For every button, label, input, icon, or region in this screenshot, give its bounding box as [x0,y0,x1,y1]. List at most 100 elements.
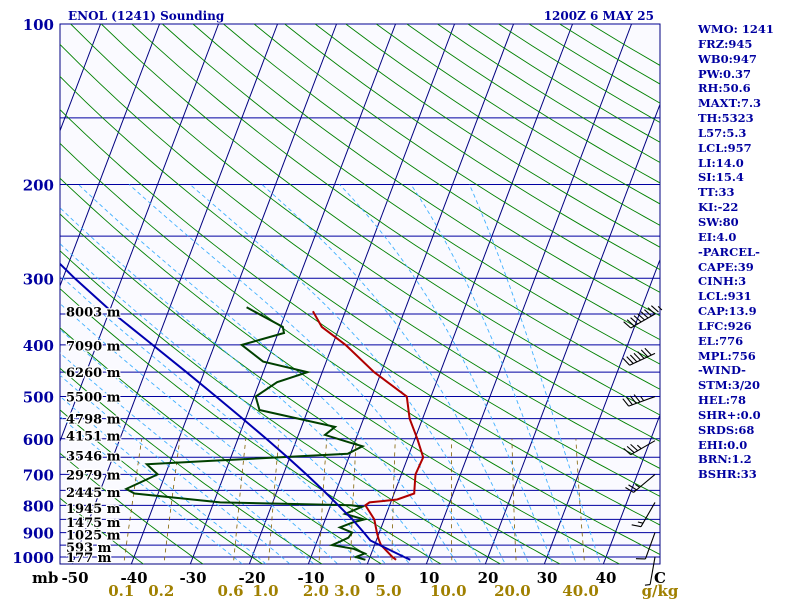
isotherm-line [60,24,102,133]
index-item: CAP:13.9 [698,304,757,319]
wind-barb [625,474,656,493]
isotherm-line [0,24,42,568]
index-item: MPL:756 [698,348,756,363]
height-label: 177 m [66,551,112,566]
temperature-tick-label: -10 [297,569,324,587]
mixing-ratio-tick-label: 0.1 [108,582,134,600]
index-item: PW:0.37 [698,66,752,81]
mixing-ratio-tick-label: 0.2 [148,582,174,600]
height-label: 1945 m [66,502,121,517]
mixing-ratio-tick-label: 0.6 [218,582,244,600]
wind-barb [644,556,656,586]
height-label: 5500 m [66,391,121,406]
wind-barb [622,347,656,366]
index-item: RH:50.6 [698,81,751,96]
pressure-tick-label: 400 [23,337,54,355]
mixing-ratio-line [232,438,247,564]
index-item: -PARCEL- [698,244,760,259]
height-label: 4798 m [66,413,121,428]
height-label: 8003 m [66,305,121,320]
moist-adiabat [60,415,244,564]
isotherm-line [366,24,574,564]
pressure-tick-label: 100 [23,16,54,34]
mixing-ratio-unit-label: g/kg [642,582,679,600]
moist-adiabat [339,184,554,564]
temperature-tick-label: -20 [238,569,265,587]
height-label: 593 m [66,541,112,556]
height-label: 1025 m [66,529,121,544]
chart-time: 1200Z 6 MAY 25 [544,9,654,23]
wind-barb [623,440,656,456]
index-item: TT:33 [698,185,735,200]
index-item: SI:15.4 [698,170,744,185]
pressure-tick-label: 600 [23,431,54,449]
temperature-unit-label: C [654,569,666,587]
mixing-ratio-line [163,438,181,564]
isotherm-line [602,413,660,564]
index-item: BSHR:33 [698,467,757,482]
dry-adiabat [60,250,502,564]
dry-adiabat [60,452,204,564]
index-item: EHI:0.0 [698,437,748,452]
isotherm-line [130,24,338,564]
moist-adiabat [468,184,601,564]
mixing-ratio-tick-label: 3.0 [334,582,360,600]
index-item: LCL:957 [698,140,752,155]
wind-barb [635,532,656,560]
height-label: 2979 m [66,468,121,483]
index-item: FRZ:945 [698,36,753,51]
index-item: SHR+:0.0 [698,407,761,422]
index-item: BRN:1.2 [698,452,752,467]
dry-adiabat [192,24,660,341]
dry-adiabat [253,24,660,293]
height-label: 3546 m [66,449,121,464]
index-item: LCL:931 [698,289,752,304]
index-item: HEL:78 [698,393,746,408]
isotherm-line [60,24,161,288]
mixing-ratio-line [511,438,517,564]
moist-adiabat [410,184,578,564]
height-label: 2445 m [66,486,121,501]
index-item: MAXT:7.3 [698,96,761,111]
index-item: KI:-22 [698,200,739,215]
dry-adiabat [131,24,660,390]
pressure-tick-label: 800 [23,497,54,515]
wind-barbs [622,305,663,586]
dry-adiabat [100,24,660,416]
mixing-ratio-line [575,438,586,564]
dry-adiabat [60,288,442,564]
pressure-tick-label: 500 [23,389,54,407]
temperature-trace [312,310,425,561]
sounding-traces [60,262,425,561]
wind-barb [623,305,663,329]
isotherm-line [71,24,279,564]
index-item: LI:14.0 [698,155,744,170]
temperature-tick-label: -50 [61,569,88,587]
index-item: EL:776 [698,333,744,348]
mixing-ratio-tick-label: 40.0 [562,582,599,600]
pressure-tick-label: 700 [23,466,54,484]
dry-adiabat [162,24,660,365]
index-item: STM:3/20 [698,378,761,393]
dry-adiabat [223,24,660,317]
wind-barb [631,502,656,528]
index-item: SRDS:68 [698,422,755,437]
dry-adiabat [60,75,660,497]
height-label: 1475 m [66,516,121,531]
temperature-tick-label: 30 [537,569,558,587]
pressure-tick-label: 1000 [12,549,54,567]
index-item: EI:4.0 [698,229,737,244]
moist-adiabat [189,184,506,564]
temperature-tick-label: -40 [120,569,147,587]
mixing-ratio-line [123,438,143,564]
index-item: CAPE:39 [698,259,754,274]
dry-adiabat [60,43,660,469]
dry-adiabat [60,327,383,564]
isotherm-line [60,24,220,443]
dry-adiabat [60,108,660,526]
temperature-tick-label: 40 [596,569,617,587]
dry-adiabat [60,142,660,555]
dry-adiabat [70,24,660,442]
